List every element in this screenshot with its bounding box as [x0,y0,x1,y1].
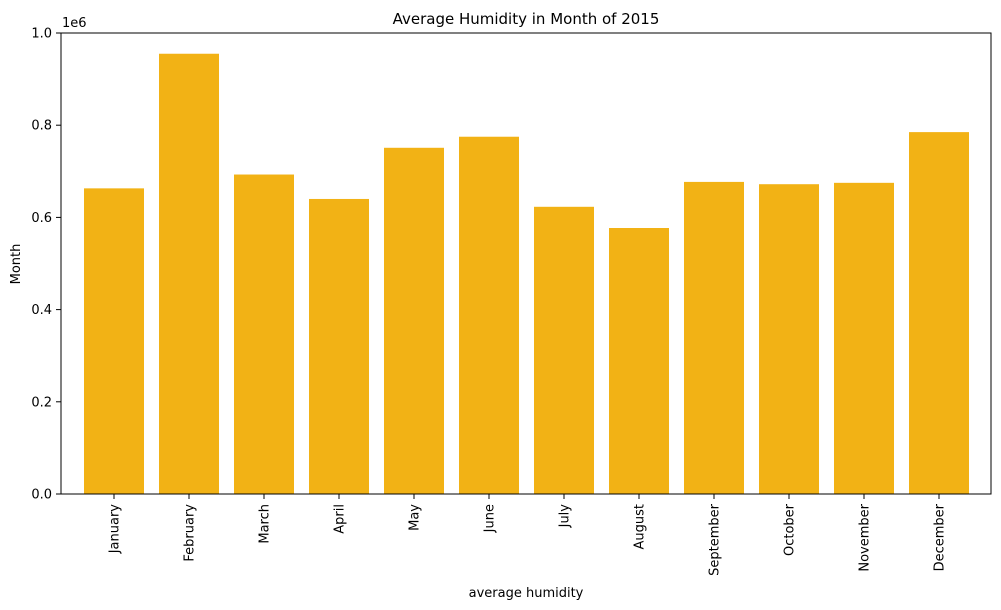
y-tick-label: 0.0 [31,488,52,503]
y-axis: 0.0 0.2 0.4 0.6 0.8 1.0 [31,27,61,503]
x-tick-label-may: May [408,504,423,531]
bar-april [309,198,369,494]
x-axis: January February March April May June July Augu… [108,494,948,576]
y-tick-label: 0.8 [31,119,52,134]
x-tick-label-july: July [558,504,573,529]
y-multiplier-label: 1e6 [62,16,87,31]
bar-november [834,182,894,494]
y-tick-label: 1.0 [31,27,52,42]
x-tick-label-june: June [483,504,498,533]
bar-july [534,206,594,494]
y-tick-label: 0.6 [31,211,52,226]
bar-january [84,188,144,494]
y-tick-label: 0.2 [31,395,52,410]
x-tick-label-september: September [708,503,723,576]
bar-september [684,181,744,494]
x-tick-label-december: December [933,503,948,571]
y-axis-label: Month [9,244,24,285]
x-tick-label-april: April [333,504,348,534]
x-tick-label-january: January [108,504,123,555]
x-axis-label: average humidity [469,586,584,601]
bar-june [459,136,519,494]
x-tick-label-august: August [633,504,648,550]
chart-title: Average Humidity in Month of 2015 [393,10,660,28]
bar-may [384,147,444,494]
plot-frame [60,32,992,495]
x-tick-label-february: February [183,504,198,562]
x-tick-label-november: November [858,503,873,571]
bar-december [909,132,969,495]
bars-group [84,53,969,495]
bar-october [759,184,819,494]
bar-august [609,228,669,495]
y-tick-label: 0.4 [31,303,52,318]
x-tick-label-march: March [258,504,273,544]
bar-march [234,174,294,495]
x-tick-label-october: October [783,503,798,556]
bar-february [159,53,219,495]
